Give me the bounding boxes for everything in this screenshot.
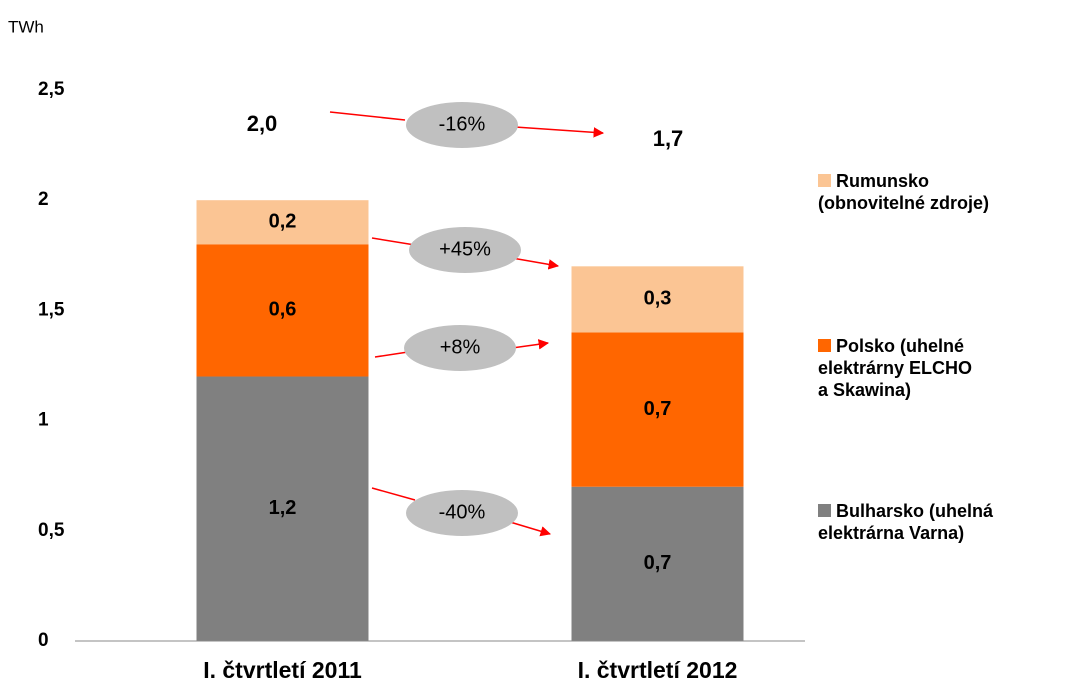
data-label: 0,7	[644, 552, 672, 574]
y-tick-label: 1,5	[38, 299, 65, 320]
legend-label: Polsko (uhelné elektrárny ELCHO a Skawin…	[818, 336, 973, 400]
data-label: 0,7	[644, 398, 672, 420]
change-label: -16%	[439, 113, 486, 135]
y-tick-label: 2	[38, 189, 49, 210]
legend-swatch	[818, 174, 831, 187]
bar-segment	[571, 266, 744, 333]
y-tick-label: 2,5	[38, 79, 65, 100]
arrow	[371, 237, 416, 246]
bar-segment	[196, 200, 369, 245]
arrow	[514, 126, 605, 138]
bar-segment	[571, 486, 744, 641]
change-bubble	[404, 325, 516, 371]
change-label: +8%	[440, 336, 481, 358]
total-label: 1,7	[653, 126, 684, 151]
arrow	[511, 257, 560, 270]
legend-item: Bulharsko (uhelná elektrárna Varna)	[818, 500, 1023, 544]
change-label: -40%	[439, 501, 486, 523]
y-tick-label: 1	[38, 410, 49, 431]
change-bubble	[406, 490, 518, 536]
x-tick-label: I. čtvrtletí 2011	[203, 657, 362, 683]
data-label: 0,3	[644, 288, 672, 310]
x-tick-label: I. čtvrtletí 2012	[578, 657, 738, 683]
legend-item: Polsko (uhelné elektrárny ELCHO a Skawin…	[818, 335, 978, 401]
y-tick-label: 0	[38, 630, 49, 651]
total-label: 2,0	[247, 111, 278, 136]
change-label: +45%	[439, 238, 491, 260]
data-label: 0,6	[269, 299, 297, 321]
y-axis-label: TWh	[8, 17, 44, 36]
arrows	[329, 111, 605, 537]
change-bubble	[406, 102, 518, 148]
legend-label: Bulharsko (uhelná elektrárna Varna)	[818, 501, 994, 543]
arrow	[374, 351, 409, 358]
arrow	[329, 111, 406, 121]
legend-swatch	[818, 504, 831, 517]
legend-label: Rumunsko (obnovitelné zdroje)	[818, 171, 989, 213]
arrow	[509, 521, 552, 537]
change-bubble	[409, 227, 521, 273]
data-label: 1,2	[269, 497, 297, 519]
legend-swatch	[818, 339, 831, 352]
arrow	[511, 339, 550, 350]
arrow	[371, 487, 416, 501]
y-tick-label: 0,5	[38, 520, 65, 541]
bar-segment	[571, 332, 744, 487]
bar-segment	[196, 376, 369, 641]
bar-segment	[196, 244, 369, 377]
data-label: 0,2	[269, 211, 297, 233]
legend-item: Rumunsko (obnovitelné zdroje)	[818, 170, 1018, 214]
